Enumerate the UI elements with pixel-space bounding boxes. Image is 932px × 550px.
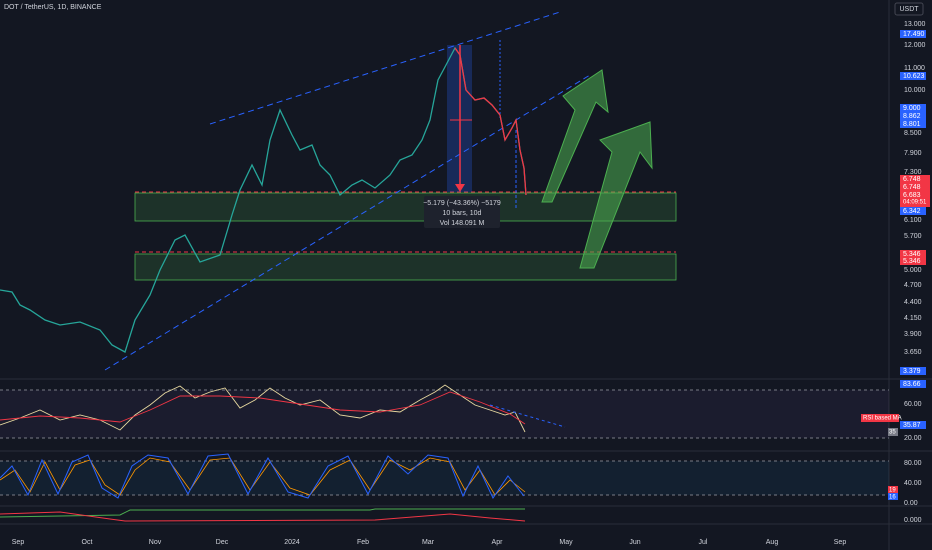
- rsi-label: 60.00: [904, 401, 922, 408]
- stoch-band: [0, 461, 889, 495]
- indicator-line: [0, 508, 525, 518]
- tag-bg: [888, 493, 898, 500]
- time-axis: Sep Oct Nov Dec 2024 Feb Mar Apr May Jun…: [12, 539, 847, 546]
- time-label: Mar: [422, 539, 435, 546]
- price-label: 8.500: [904, 130, 922, 137]
- time-label: Sep: [834, 539, 847, 546]
- price-tag: 8.862: [903, 113, 921, 120]
- stoch-tag: 19: [889, 488, 896, 494]
- price-tag: 6.748: [903, 184, 921, 191]
- rsi-band: [0, 390, 889, 438]
- tag-bg: [900, 421, 926, 429]
- time-label: Sep: [12, 539, 25, 546]
- rsi-tag: 35.87: [903, 422, 921, 429]
- price-tag: 6.748: [903, 176, 921, 183]
- price-label: 11.000: [904, 65, 925, 72]
- tag-bg: [900, 380, 926, 388]
- price-tag: 9.000: [903, 105, 921, 112]
- price-label: 6.100: [904, 217, 922, 224]
- rsi-ma-label: RSI based MA: [863, 416, 902, 422]
- up-arrow: [579, 121, 653, 269]
- rsi-trend: [489, 404, 566, 428]
- price-tag: 8.801: [903, 121, 921, 128]
- rsi-length: 35: [889, 430, 896, 436]
- price-label: 5.000: [904, 267, 922, 274]
- price-label: 7.300: [904, 169, 922, 176]
- price-label: 12.000: [904, 42, 926, 49]
- time-label: Nov: [149, 539, 162, 546]
- currency-button[interactable]: [894, 2, 924, 16]
- price-label: 13.000: [904, 21, 926, 28]
- arrow-head: [455, 184, 465, 192]
- tag-bg: [861, 414, 899, 422]
- blue-tags: 17.490 10.623 9.000 8.862 8.801 6.342 3.…: [900, 30, 926, 375]
- measure-change: −5.179 (−43.36%) −5179: [423, 200, 501, 207]
- tag-bg: [888, 428, 898, 436]
- tag-bg: [888, 486, 898, 493]
- rsi-line: [0, 384, 526, 433]
- price-label: 10.000: [904, 87, 926, 94]
- price-line-down: [454, 47, 527, 196]
- time-label: Aug: [766, 539, 779, 546]
- price-tag: 5.346: [903, 251, 921, 258]
- stoch-tag: 16: [889, 495, 896, 501]
- measure-bars: 10 bars, 10d: [443, 210, 482, 217]
- price-tag: 17.490: [903, 31, 925, 38]
- rsi-tag: 83.66: [903, 381, 921, 388]
- tag-bg: [900, 250, 926, 265]
- trend-line: [104, 74, 591, 371]
- price-tag: 5.346: [903, 258, 921, 265]
- time-label: Oct: [82, 539, 93, 546]
- up-arrow: [541, 69, 609, 203]
- rsi-label: 20.00: [904, 435, 922, 442]
- price-label: 7.900: [904, 150, 922, 157]
- measure-tooltip: [424, 196, 500, 228]
- price-tag: 10.623: [903, 73, 925, 80]
- tag-bg: [900, 72, 926, 80]
- time-label: May: [559, 539, 573, 546]
- price-label: 3.900: [904, 331, 922, 338]
- price-label: 4.700: [904, 282, 922, 289]
- time-label: Apr: [492, 539, 504, 546]
- price-label: 4.150: [904, 315, 922, 322]
- stoch-k: [0, 453, 525, 500]
- red-tags: 6.748 6.748 6.683 04:09:51 5.346 5.346: [900, 175, 930, 265]
- symbol-title: DOT / TetherUS, 1D, BINANCE: [4, 4, 102, 11]
- countdown: 04:09:51: [903, 200, 927, 206]
- tag-bg: [900, 367, 926, 375]
- tag-bg: [900, 104, 926, 112]
- time-label: Dec: [216, 539, 229, 546]
- indicator-line: [0, 511, 526, 522]
- rsi-ma: [0, 391, 526, 425]
- time-label: 2024: [284, 539, 300, 546]
- measure-volume: Vol 148.091 M: [440, 220, 485, 227]
- trend-line: [209, 11, 561, 125]
- indicator-label: 0.000: [904, 517, 922, 524]
- tag-bg: [900, 207, 926, 215]
- tag-bg: [900, 175, 930, 207]
- price-label: 3.650: [904, 349, 922, 356]
- currency[interactable]: USDT: [899, 6, 919, 13]
- price-tag: 3.379: [903, 368, 921, 375]
- price-axis: 13.000 12.000 11.000 10.000 8.500 7.900 …: [904, 21, 926, 356]
- stoch-label: 80.00: [904, 460, 922, 467]
- price-label: 5.700: [904, 233, 922, 240]
- tag-bg: [900, 30, 926, 38]
- price-label: 4.400: [904, 299, 922, 306]
- price-tag: 6.683: [903, 192, 921, 199]
- stoch-label: 40.00: [904, 480, 922, 487]
- tag-bg: [900, 112, 926, 120]
- time-label: Feb: [357, 539, 369, 546]
- support-zone: [134, 192, 677, 222]
- tag-bg: [900, 120, 926, 128]
- time-label: Jul: [699, 539, 708, 546]
- price-tag: 6.342: [903, 208, 921, 215]
- stoch-label: 0.00: [904, 500, 918, 507]
- time-label: Jun: [629, 539, 640, 546]
